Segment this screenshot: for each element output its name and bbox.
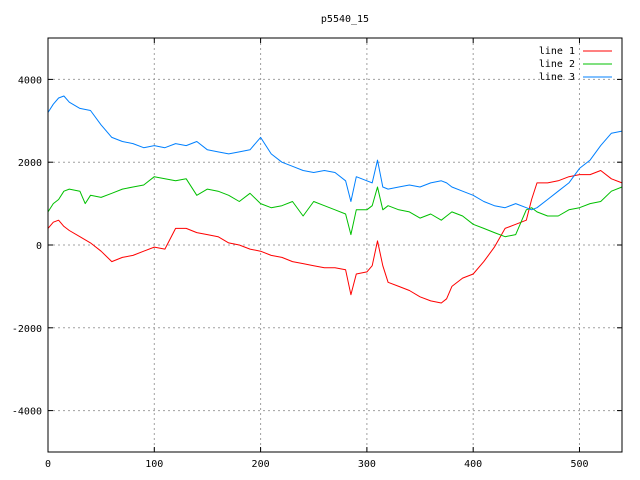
- y-tick-label: 0: [36, 241, 42, 252]
- x-tick-label: 300: [358, 459, 376, 470]
- y-tick-label: 4000: [18, 75, 42, 86]
- series-line-3: [47, 95, 623, 211]
- grid: [48, 38, 622, 452]
- series-line-2: [47, 176, 623, 238]
- legend-label-1: line 1: [539, 46, 575, 57]
- x-tick-label: 400: [464, 459, 482, 470]
- x-tick-label: 0: [45, 459, 51, 470]
- legend-label-2: line 2: [539, 59, 575, 70]
- axis-ticks: 0 100 200 300 400 500 -4000 -2000 0 2000 4000: [12, 38, 622, 470]
- series-layer: [47, 95, 623, 304]
- y-tick-label: -4000: [12, 407, 42, 418]
- series-line-1: [47, 170, 623, 304]
- x-tick-label: 500: [570, 459, 588, 470]
- y-tick-label: -2000: [12, 324, 42, 335]
- legend: line 1 line 2 line 3: [539, 46, 612, 83]
- legend-label-3: line 3: [539, 72, 575, 83]
- x-tick-label: 100: [145, 459, 163, 470]
- x-tick-label: 200: [252, 459, 270, 470]
- chart-title: p5540_15: [321, 14, 369, 25]
- y-tick-label: 2000: [18, 158, 42, 169]
